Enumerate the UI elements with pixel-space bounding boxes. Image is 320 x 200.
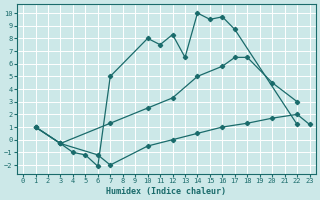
X-axis label: Humidex (Indice chaleur): Humidex (Indice chaleur) — [106, 187, 226, 196]
